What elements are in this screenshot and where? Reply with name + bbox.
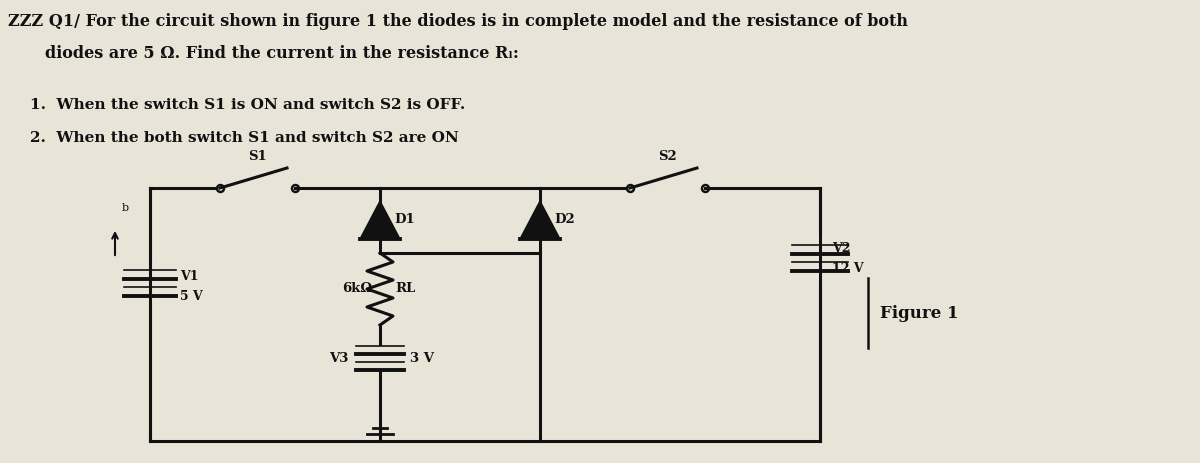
Text: ZZZ Q1/ For the circuit shown in figure 1 the diodes is in complete model and th: ZZZ Q1/ For the circuit shown in figure … — [8, 13, 908, 30]
Text: S2: S2 — [658, 150, 677, 163]
Text: V2: V2 — [832, 242, 851, 255]
Polygon shape — [360, 201, 400, 239]
Text: D1: D1 — [394, 213, 415, 226]
Text: b: b — [121, 203, 128, 213]
Text: Figure 1: Figure 1 — [880, 305, 959, 321]
Text: 1.  When the switch S1 is ON and switch S2 is OFF.: 1. When the switch S1 is ON and switch S… — [30, 98, 466, 112]
Text: 2.  When the both switch S1 and switch S2 are ON: 2. When the both switch S1 and switch S2… — [30, 131, 458, 145]
Text: 12 V: 12 V — [832, 262, 864, 275]
Polygon shape — [520, 201, 560, 239]
Text: diodes are 5 Ω. Find the current in the resistance Rₗ:: diodes are 5 Ω. Find the current in the … — [46, 45, 518, 62]
Text: 6kΩ: 6kΩ — [342, 282, 372, 295]
Text: D2: D2 — [554, 213, 575, 226]
Text: 5 V: 5 V — [180, 289, 203, 302]
Text: V1: V1 — [180, 270, 198, 283]
Text: 3 V: 3 V — [410, 351, 434, 364]
Text: RL: RL — [395, 282, 415, 295]
Text: S1: S1 — [248, 150, 266, 163]
Text: V3: V3 — [329, 351, 348, 364]
